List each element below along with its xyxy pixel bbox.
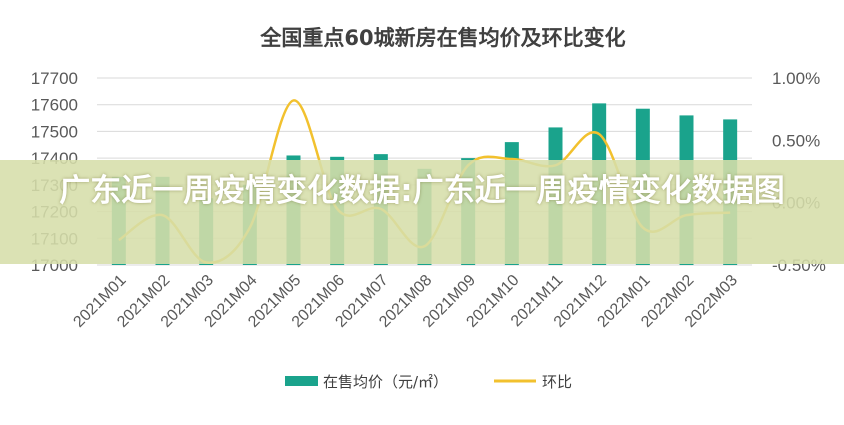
watermark-band bbox=[0, 160, 844, 264]
legend-label-bar: 在售均价（元/㎡） bbox=[323, 373, 448, 391]
overlay-caption: 广东近一周疫情变化数据:广东近一周疫情变化数据图 bbox=[59, 173, 785, 209]
legend-label-line: 环比 bbox=[542, 373, 572, 391]
left-tick-label: 17700 bbox=[31, 69, 78, 88]
right-tick-label: 0.50% bbox=[772, 131, 820, 150]
legend-swatch-bar bbox=[285, 376, 318, 386]
left-tick-label: 17500 bbox=[31, 122, 78, 141]
x-axis: 2021M012021M022021M032021M042021M052021M… bbox=[70, 272, 741, 331]
left-tick-label: 17600 bbox=[31, 96, 78, 115]
chart-title: 全国重点60城新房在售均价及环比变化 bbox=[259, 26, 625, 50]
right-tick-label: 1.00% bbox=[772, 69, 820, 88]
legend: 在售均价（元/㎡） 环比 bbox=[285, 373, 572, 391]
